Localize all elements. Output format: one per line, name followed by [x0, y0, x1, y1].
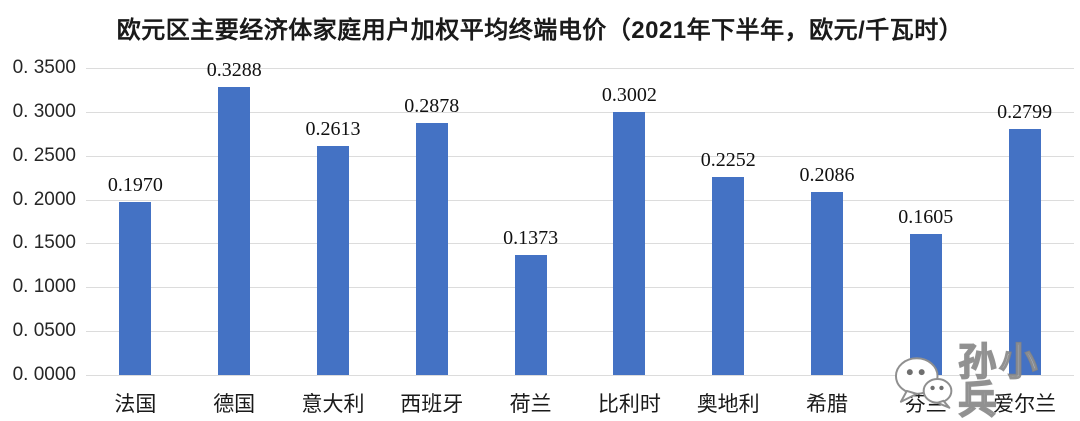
gridline: [86, 111, 1074, 113]
y-tick-label: 0. 0000: [12, 364, 76, 385]
bar-value-label: 0.1605: [898, 206, 954, 229]
gridline: [86, 243, 1074, 245]
category-label: 西班牙: [400, 393, 464, 416]
bar-10: [1008, 129, 1041, 375]
bar-value-label: 0.3002: [601, 83, 657, 106]
bar-2: [218, 86, 251, 375]
bar-value-label: 0.1373: [503, 226, 559, 249]
plot-area: 0.1970 0.3288 0.2613 0.2878 0.1373 0.3002 0.22…: [86, 59, 1074, 376]
bar-5: [514, 254, 547, 375]
category-label: 法国: [114, 393, 157, 416]
bar-8: [811, 192, 843, 375]
bar-value-label: 0.2613: [305, 117, 361, 140]
category-label: 爱尔兰: [993, 393, 1057, 416]
bar-9: [909, 234, 942, 375]
category-label: 希腊: [806, 393, 848, 416]
gridline: [86, 155, 1074, 157]
bar-value-label: 0.2878: [404, 94, 460, 117]
bar-4: [415, 122, 448, 375]
chart-title: 欧元区主要经济体家庭用户加权平均终端电价（2021年下半年，欧元/千瓦时）: [116, 17, 964, 44]
y-tick-label: 0. 3000: [12, 100, 76, 122]
bar-value-label: 0.1970: [107, 174, 163, 197]
y-tick-label: 0. 1000: [12, 276, 76, 298]
gridline: [86, 375, 1074, 376]
bar-7: [712, 177, 745, 375]
category-label: 意大利: [301, 393, 365, 416]
category-label: 德国: [213, 393, 256, 416]
y-tick-label: 0. 2000: [12, 188, 76, 210]
gridline: [86, 287, 1074, 289]
y-tick-label: 0. 0500: [12, 320, 76, 342]
y-tick-label: 0. 3500: [12, 57, 76, 78]
bar-value-label: 0.2086: [799, 164, 855, 187]
category-label: 比利时: [597, 393, 661, 416]
bar-1: [119, 202, 152, 375]
bar-6: [613, 111, 646, 375]
gridline: [86, 68, 1074, 69]
y-tick-label: 0. 2500: [12, 144, 76, 166]
gridline: [86, 199, 1074, 201]
bar-value-label: 0.2252: [700, 149, 756, 172]
bar-3: [317, 145, 349, 375]
bar-value-label: 0.3288: [206, 58, 262, 81]
bar-value-label: 0.2799: [997, 101, 1053, 124]
y-tick-label: 0. 1500: [12, 232, 76, 254]
category-label: 荷兰: [509, 393, 552, 416]
gridline: [86, 331, 1074, 333]
category-label: 奥地利: [696, 393, 760, 416]
